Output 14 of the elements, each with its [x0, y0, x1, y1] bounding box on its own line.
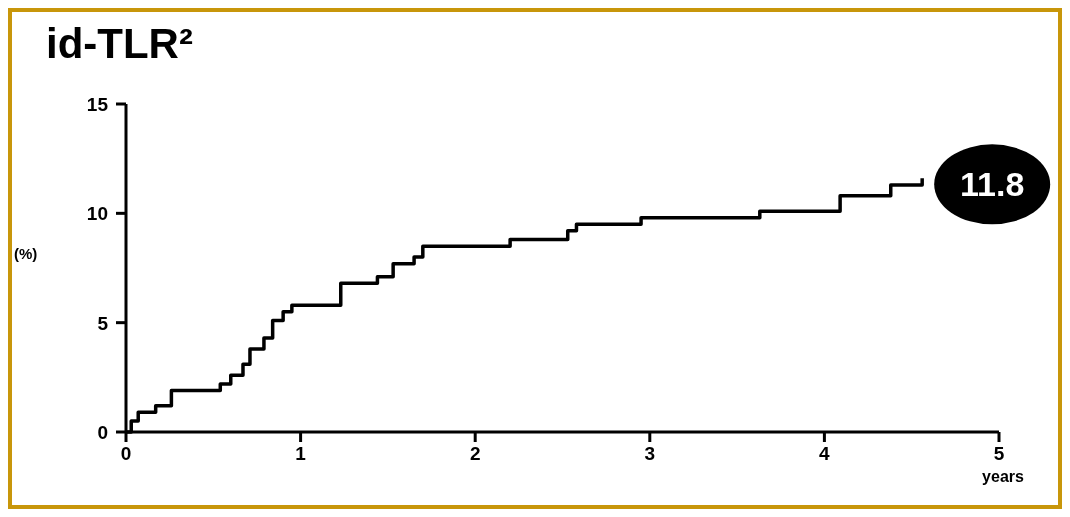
annotation: 11.8	[960, 165, 1025, 204]
x-tick-label: 4	[819, 443, 831, 464]
y-tick-label: 10	[86, 203, 108, 225]
x-tick-label: 0	[120, 443, 132, 464]
y-tick-label: 0	[97, 422, 108, 443]
chart-title: id-TLR²	[46, 20, 193, 67]
x-tick-label: 2	[469, 443, 481, 464]
y-tick-label: 5	[97, 312, 109, 334]
y-tick-label: 15	[86, 94, 109, 115]
x-tick-label: 5	[993, 443, 1005, 464]
x-tick-label: 3	[644, 443, 656, 464]
x-axis-title: years	[982, 468, 1025, 485]
y-axis-title: (%)	[14, 244, 38, 262]
x-tick-label: 1	[295, 443, 307, 464]
